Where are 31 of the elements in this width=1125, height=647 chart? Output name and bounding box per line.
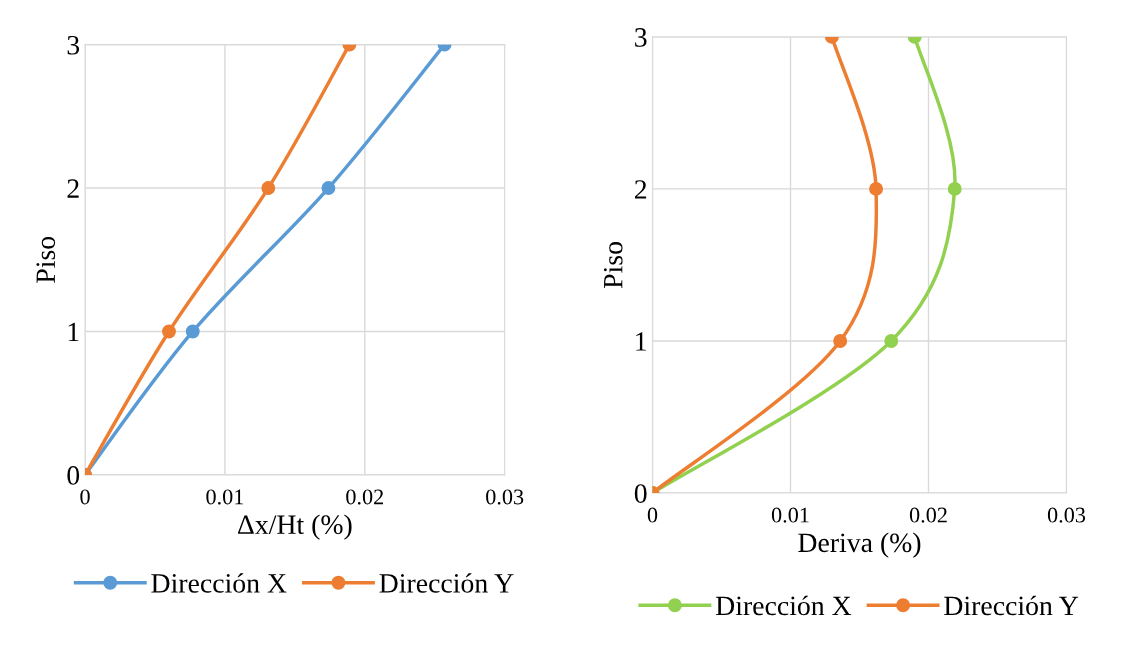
y-tick-label: 1 <box>68 322 79 342</box>
point <box>869 181 884 196</box>
legend-label: Dirección Y <box>944 595 1079 616</box>
x-tick-label: 0.02 <box>909 507 947 523</box>
x-axis-title: Δx/Ht (%) <box>238 514 352 540</box>
legend-label: Dirección Y <box>379 573 514 593</box>
y-tick-label: 3 <box>67 35 80 55</box>
point <box>261 181 276 196</box>
x-tick-label: 0 <box>80 489 90 505</box>
y-axis-title: Piso <box>603 242 623 289</box>
point <box>884 334 899 348</box>
y-tick-label: 2 <box>634 180 647 199</box>
y-tick-label: 2 <box>67 179 79 198</box>
x-tick-label: 0.03 <box>486 489 524 505</box>
y-axis-title: Piso <box>36 236 56 283</box>
y-tick-label: 0 <box>67 466 80 485</box>
x-tick-label: 0.01 <box>771 507 809 523</box>
x-tick-label: 0 <box>647 507 658 523</box>
x-tick-label: 0.02 <box>346 489 384 505</box>
y-tick-label: 1 <box>636 332 646 351</box>
x-axis-title: Deriva (%) <box>798 532 921 558</box>
x-tick-label: 0.03 <box>1047 507 1086 523</box>
point <box>833 334 848 348</box>
legend-label: Dirección X <box>151 573 287 593</box>
y-tick-label: 3 <box>635 28 647 47</box>
point <box>321 181 336 196</box>
point <box>947 181 962 196</box>
point <box>185 324 200 339</box>
point <box>162 324 176 339</box>
x-tick-label: 0.01 <box>206 489 244 505</box>
legend-label: Dirección X <box>715 595 852 616</box>
